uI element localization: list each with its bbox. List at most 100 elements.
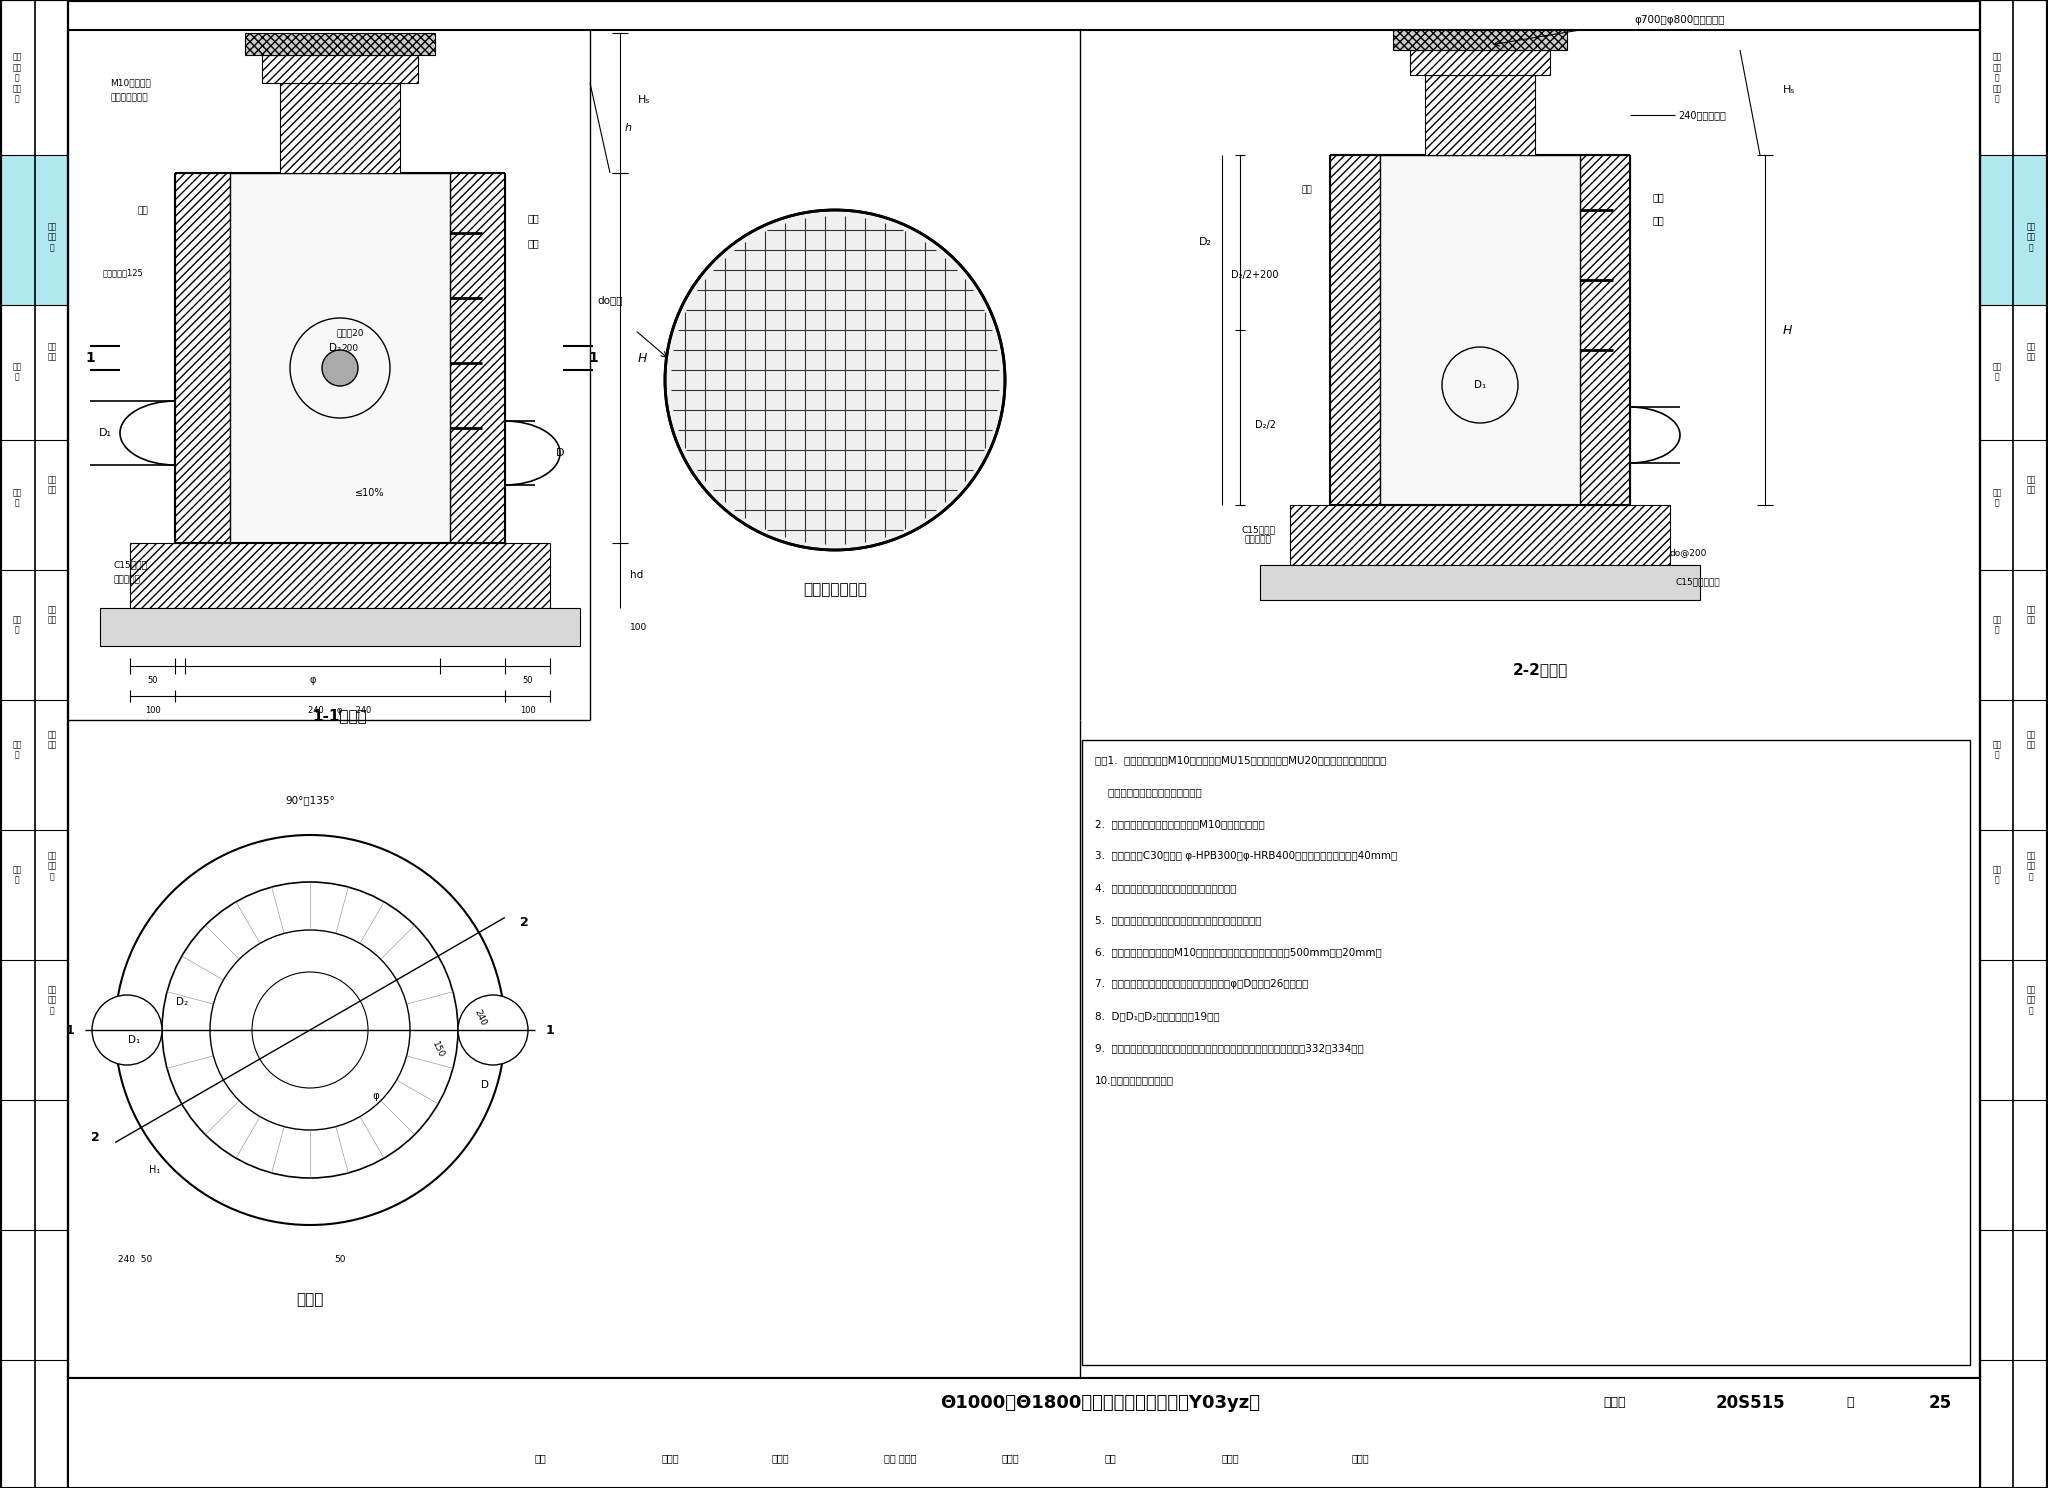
Text: 王晓琳: 王晓琳 [1001,1452,1018,1463]
Text: φ700或φ800井盖及支座: φ700或φ800井盖及支座 [1634,15,1724,25]
Text: Hₛ: Hₛ [1784,85,1796,95]
Text: D: D [555,448,565,458]
Text: 8.  D、D₁、D₂允许管径见第19页。: 8. D、D₁、D₂允许管径见第19页。 [1096,1010,1221,1021]
Text: 异型
三通: 异型 三通 [47,731,57,750]
Text: 校对 王晓玥: 校对 王晓玥 [885,1452,915,1463]
Text: 圆形
检查
井: 圆形 检查 井 [2025,222,2036,251]
Text: 检查
井: 检查 井 [1993,616,2001,635]
Circle shape [459,995,528,1065]
Text: 矩形
小四
通: 矩形 小四 通 [47,985,57,1015]
Bar [1980,0,2048,1488]
Text: 检查
井井
型
选用
表: 检查 井井 型 选用 表 [1993,52,2001,103]
Text: 或级配砂石: 或级配砂石 [113,576,139,585]
Text: 勾缝: 勾缝 [137,207,147,216]
Text: 检查
井: 检查 井 [12,741,23,760]
Text: H₁: H₁ [150,1165,160,1176]
Text: H: H [1784,323,1792,336]
Text: 4.  接入管道超挖部分用混凝土或级配砂石回填。: 4. 接入管道超挖部分用混凝土或级配砂石回填。 [1096,882,1237,893]
Bar [174,173,229,543]
Bar [246,33,434,55]
Bar [281,83,399,173]
Bar [1980,155,2048,305]
Text: 检查
井: 检查 井 [12,488,23,507]
Text: 2.  抹面、勾缝、坐浆、三角灿均用M10防水水泥砂浆。: 2. 抹面、勾缝、坐浆、三角灿均用M10防水水泥砂浆。 [1096,818,1266,829]
Text: 检查
井井
型
选用
表: 检查 井井 型 选用 表 [12,52,23,103]
Bar [0,0,68,1488]
Text: do@200: do@200 [1669,549,1708,558]
Text: 矩形
三通: 矩形 三通 [47,475,57,494]
Bar [1260,565,1700,600]
Text: 2-2剑面图: 2-2剑面图 [1511,662,1567,677]
Text: C15混凝土垫层: C15混凝土垫层 [1675,577,1720,586]
Text: 20S515: 20S515 [1714,1394,1784,1412]
Bar [1290,504,1669,565]
Text: 10.其他要求详见总说明。: 10.其他要求详见总说明。 [1096,1074,1174,1085]
Text: 注：1.  井壁及井筒采用M10水泥砂浆砖MU15烧结普通砖或MU20混凝土普通砖；流槽采用: 注：1. 井壁及井筒采用M10水泥砂浆砖MU15烧结普通砖或MU20混凝土普通砖… [1096,754,1386,765]
Text: 矩形
直线: 矩形 直线 [47,342,57,362]
Text: 异型
三通: 异型 三通 [2025,731,2036,750]
Bar [100,609,580,646]
Text: D₁: D₁ [98,429,111,437]
Text: φ: φ [373,1091,379,1101]
Text: 240厚砖砌井筒: 240厚砖砌井筒 [1677,110,1726,121]
Text: D₂: D₂ [330,344,342,353]
Bar [451,173,506,543]
Text: 井室: 井室 [1653,192,1663,202]
Bar [1081,740,1970,1364]
Text: 发砖碰碰高125: 发砖碰碰高125 [102,268,143,277]
Text: 踏步: 踏步 [1653,214,1663,225]
Text: 图集号: 图集号 [1604,1397,1626,1409]
Circle shape [252,972,369,1088]
Bar [1393,30,1567,51]
Text: 200: 200 [342,344,358,353]
Text: C15混凝土: C15混凝土 [113,561,147,570]
Text: D₂: D₂ [176,997,188,1007]
Text: 150: 150 [430,1040,446,1059]
Text: D₂/2: D₂/2 [1255,420,1276,430]
Bar [129,543,551,609]
Text: 1: 1 [588,351,598,365]
Text: 矩形
小三
通: 矩形 小三 通 [2025,851,2036,881]
Text: 勾缝: 勾缝 [1303,186,1313,195]
Text: 抹面厚20: 抹面厚20 [336,329,365,338]
Bar [1329,155,1380,504]
Text: h: h [625,124,633,132]
Text: M10水泥砂浆: M10水泥砂浆 [111,79,152,88]
Text: 7.  图中井室尺寸、适用条件、盖板型号应根据φ、D值按第26页确定。: 7. 图中井室尺寸、适用条件、盖板型号应根据φ、D值按第26页确定。 [1096,979,1309,990]
Text: ≤10%: ≤10% [354,488,385,498]
Text: 100: 100 [520,705,535,714]
Text: 1: 1 [66,1024,74,1037]
Text: 240: 240 [473,1009,487,1028]
Text: 检查
井: 检查 井 [12,866,23,885]
Text: D₁: D₁ [1475,379,1487,390]
Text: 与井室相同的材料同步砖筑完成。: 与井室相同的材料同步砖筑完成。 [1096,787,1202,798]
Text: 设计: 设计 [1104,1452,1116,1463]
Text: 9.  流槽部分在安放踏步的同则加设胸窗，踏步及胸窗布置、踏步安装见第332、334页。: 9. 流槽部分在安放踏步的同则加设胸窗，踏步及胸窗布置、踏步安装见第332、33… [1096,1043,1364,1054]
Text: 矩形
四通: 矩形 四通 [2025,606,2036,625]
Circle shape [322,350,358,385]
Text: 矩形
小四
通: 矩形 小四 通 [2025,985,2036,1015]
Bar [68,1378,1980,1488]
Text: φ: φ [309,676,315,684]
Text: 检查
井: 检查 井 [12,362,23,382]
Bar [229,173,451,543]
Text: D₁: D₁ [127,1036,139,1045]
Bar [1579,155,1630,504]
Bar [1380,155,1579,504]
Text: 5.  管道与墙体、底板间应均砂浆砖筑、填实、挤压严密。: 5. 管道与墙体、底板间应均砂浆砖筑、填实、挤压严密。 [1096,915,1262,926]
Text: do环箍: do环箍 [598,295,623,305]
Text: Hₛ: Hₛ [639,95,651,106]
Text: 50: 50 [522,676,532,684]
Text: 6.  遇地下水时，井墙外用M10防水水泥砂浆抹面至地下水位以上500mm，厚20mm。: 6. 遇地下水时，井墙外用M10防水水泥砂浆抹面至地下水位以上500mm，厚20… [1096,946,1382,957]
Text: 检查
井: 检查 井 [1993,866,2001,885]
Text: 1-1剑面图: 1-1剑面图 [313,708,367,723]
Text: 本初川: 本初川 [772,1452,788,1463]
Text: 1: 1 [86,351,94,365]
Text: 踏步: 踏步 [526,238,539,248]
Bar [0,155,35,305]
Text: 李振川: 李振川 [662,1452,678,1463]
Text: 审核: 审核 [535,1452,547,1463]
Text: 底板布筋示意图: 底板布筋示意图 [803,582,866,598]
Text: 坐浆、抹三角灰: 坐浆、抹三角灰 [111,94,147,103]
Text: 100: 100 [631,622,647,631]
